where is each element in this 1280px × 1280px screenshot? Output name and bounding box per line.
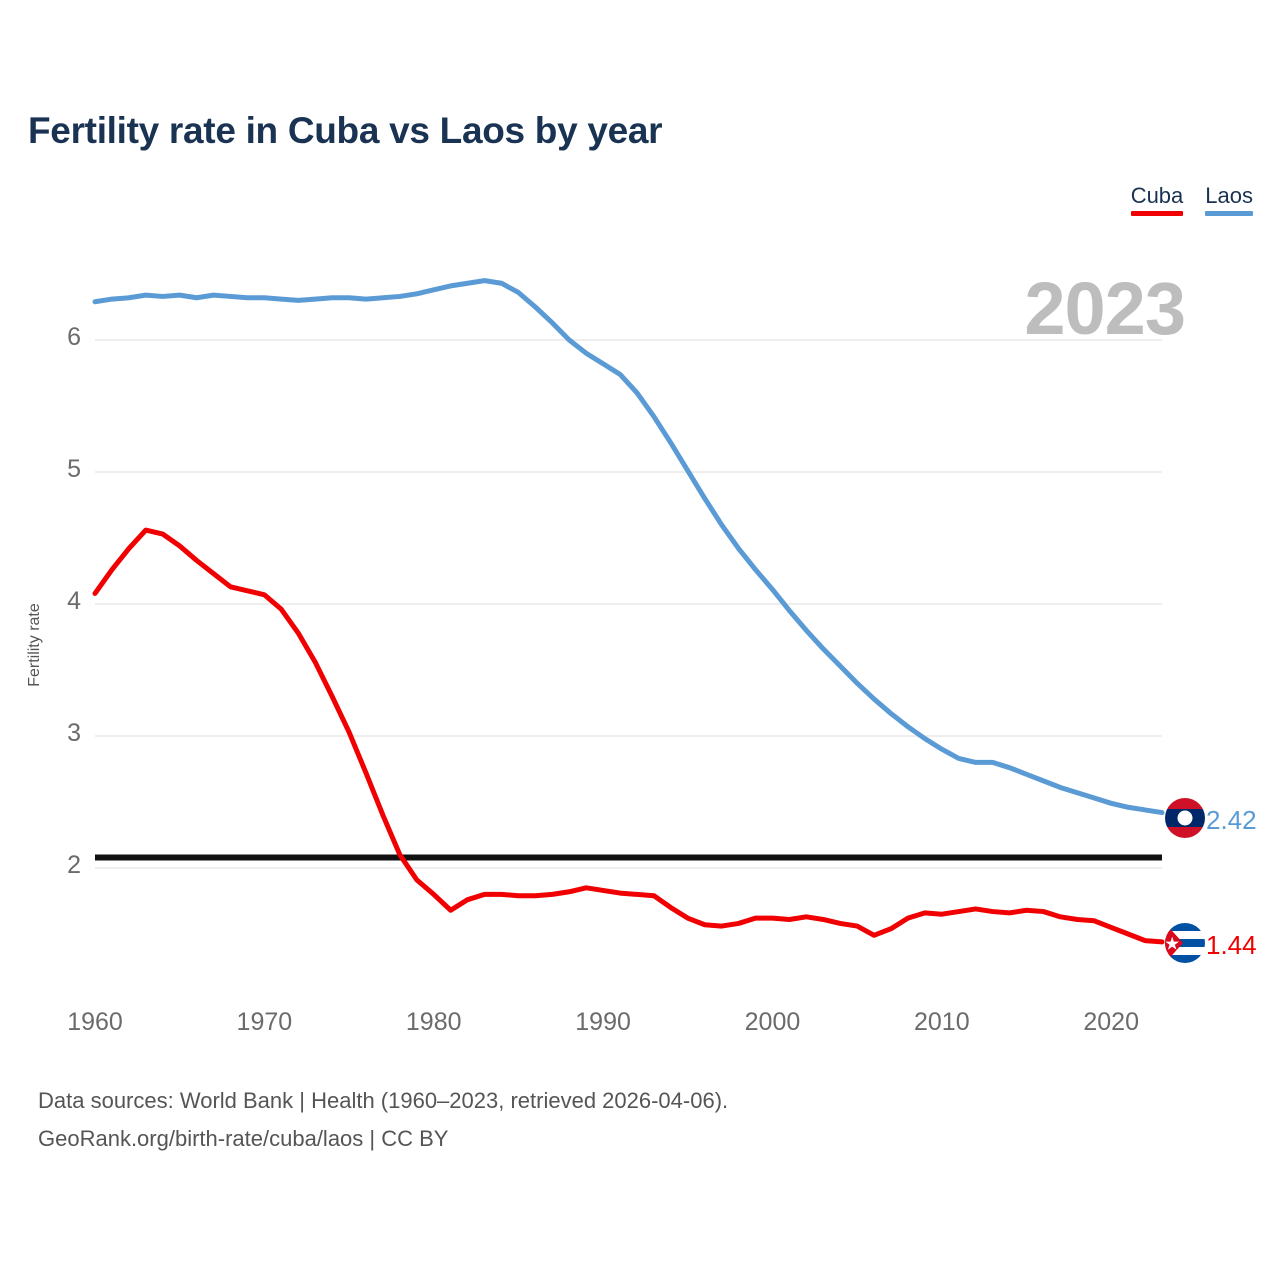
page-title: Fertility rate in Cuba vs Laos by year	[28, 110, 663, 151]
legend-item-cuba[interactable]: Cuba	[1130, 183, 1184, 216]
legend-item-laos[interactable]: Laos	[1205, 183, 1253, 216]
legend-label-laos: Laos	[1205, 183, 1253, 208]
footer-sources: Data sources: World Bank | Health (1960–…	[38, 1082, 728, 1158]
x-tick-1960: 1960	[67, 1008, 123, 1036]
gridlines	[95, 339, 1162, 869]
x-tick-2010: 2010	[914, 1008, 970, 1036]
end-value-laos: 2.42	[1206, 805, 1257, 835]
cuba-flag-icon	[1165, 923, 1205, 963]
legend-swatch-laos	[1205, 211, 1253, 216]
footer-line-1: Data sources: World Bank | Health (1960–…	[38, 1088, 729, 1113]
end-value-cuba: 1.44	[1206, 930, 1257, 960]
footer-line-2: GeoRank.org/birth-rate/cuba/laos | CC BY	[38, 1126, 449, 1151]
y-tick-2: 2	[67, 851, 81, 879]
y-tick-5: 5	[67, 455, 81, 483]
x-tick-1980: 1980	[405, 1008, 462, 1036]
year-watermark: 2023	[1024, 267, 1186, 350]
y-tick-4: 4	[67, 587, 81, 615]
y-tick-3: 3	[67, 719, 81, 747]
legend-swatch-cuba	[1130, 211, 1184, 216]
y-tick-6: 6	[67, 323, 81, 351]
x-tick-2000: 2000	[744, 1008, 801, 1036]
series-line-laos	[92, 278, 1165, 816]
series-line-cuba	[92, 527, 1165, 945]
laos-flag-icon	[1165, 798, 1205, 838]
chart-legend: Cuba Laos	[1130, 183, 1253, 216]
x-tick-2020: 2020	[1083, 1008, 1139, 1036]
y-axis-title: Fertility rate	[26, 603, 43, 687]
x-tick-1970: 1970	[236, 1008, 293, 1036]
x-tick-1990: 1990	[575, 1008, 631, 1036]
legend-label-cuba: Cuba	[1130, 183, 1184, 208]
